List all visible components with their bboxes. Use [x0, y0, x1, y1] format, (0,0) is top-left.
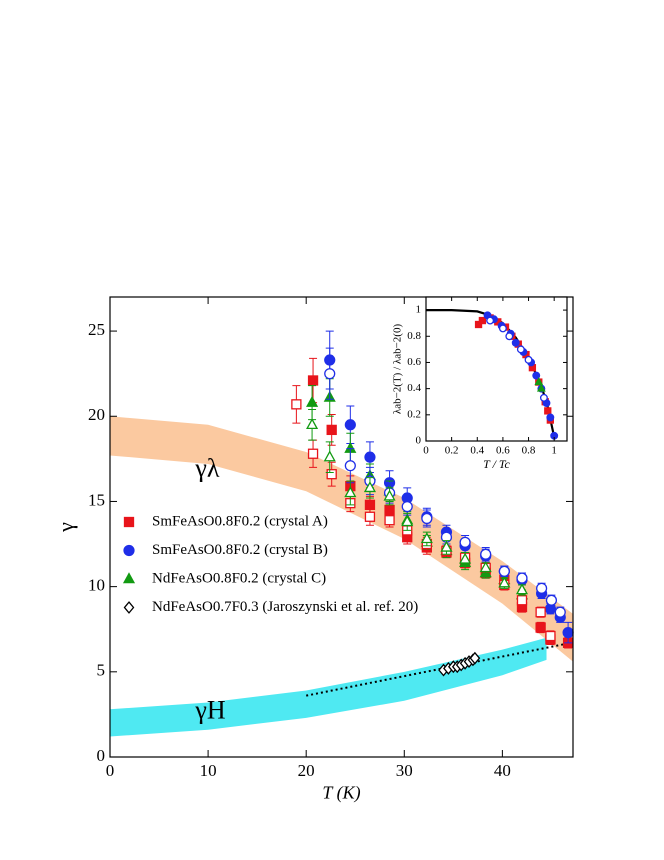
marker-circle [344, 460, 356, 472]
x-tick-label: 0 [106, 761, 115, 780]
marker-triangle [383, 489, 396, 501]
legend-label: NdFeAsO0.7F0.3 (Jaroszynski et al. ref. … [152, 599, 418, 615]
y-tick-label: 25 [88, 320, 105, 339]
marker-triangle [459, 552, 472, 564]
marker-triangle [479, 561, 492, 573]
marker-triangle [306, 418, 319, 430]
marker-circle [480, 548, 492, 560]
marker-diamond [469, 651, 481, 665]
marker-circle [401, 500, 413, 513]
marker-square [516, 595, 528, 606]
band [110, 416, 573, 662]
marker-square [326, 469, 337, 480]
marker-circle [364, 451, 376, 463]
marker-triangle [344, 486, 357, 498]
marker-circle [546, 413, 555, 422]
curve [305, 641, 572, 697]
y-tick-label: 0.2 [407, 408, 421, 420]
x-tick-label: 1 [551, 444, 557, 456]
x-tick-label: 10 [200, 761, 217, 780]
marker-square [384, 515, 395, 526]
marker-circle [532, 371, 541, 380]
marker-square [535, 607, 546, 618]
y-tick-label: 0.8 [407, 330, 421, 342]
marker-circle [344, 419, 356, 431]
marker-circle [123, 544, 135, 557]
legend-label: NdFeAsO0.8F0.2 (crystal C) [152, 570, 326, 586]
marker-triangle [440, 540, 453, 552]
y-tick-label: 5 [97, 661, 106, 680]
x-tick-label: 0.6 [496, 444, 510, 456]
marker-circle [459, 536, 471, 548]
marker-circle [486, 316, 495, 325]
band-label: γλ [194, 454, 219, 483]
x-tick-label: 0.8 [522, 444, 536, 456]
marker-circle [539, 393, 548, 402]
marker-circle [554, 606, 566, 618]
marker-square [474, 320, 483, 329]
y-tick-label: 0 [416, 435, 422, 447]
marker-circle [498, 324, 507, 333]
x-tick-label: 0.2 [445, 444, 459, 456]
marker-square [535, 622, 546, 633]
marker-triangle [323, 450, 336, 462]
marker-triangle [534, 377, 544, 386]
marker-square [291, 399, 302, 410]
marker-square [544, 407, 552, 415]
marker-circle [498, 565, 510, 577]
marker-diamond [123, 601, 135, 614]
marker-triangle [498, 576, 511, 588]
marker-square [123, 516, 135, 528]
marker-triangle [306, 395, 319, 407]
marker-triangle [420, 532, 433, 544]
y-tick-label: 0 [97, 746, 106, 765]
marker-circle [536, 582, 548, 594]
marker-circle [562, 627, 574, 639]
y-tick-label: 15 [88, 490, 105, 509]
y-tick-label: 0.4 [407, 382, 421, 394]
marker-circle [524, 355, 533, 364]
marker-square [326, 424, 337, 436]
y-tick-label: 20 [88, 405, 105, 424]
plot-frame [109, 296, 574, 758]
marker-square [307, 375, 319, 386]
band-label: γH [194, 696, 225, 725]
marker-circle [511, 338, 520, 347]
band [110, 637, 547, 737]
marker-circle [421, 512, 433, 525]
y-tick-label: 10 [88, 576, 105, 595]
marker-triangle [401, 515, 414, 527]
marker-circle [505, 332, 514, 341]
marker-square [478, 316, 487, 325]
y-axis-label: λab−2(T) / λab−2(0) [392, 324, 404, 415]
legend-label: SmFeAsO0.8F0.2 (crystal B) [152, 542, 328, 558]
marker-triangle [122, 572, 136, 584]
x-tick-label: 0.4 [470, 444, 484, 456]
y-tick-label: 0.6 [407, 356, 421, 368]
x-tick-label: 0 [423, 444, 429, 456]
marker-circle [516, 345, 525, 354]
legend-label: SmFeAsO0.8F0.2 (crystal A) [152, 513, 328, 529]
marker-square [307, 448, 319, 459]
plot-frame [425, 296, 568, 442]
x-axis-label: T (K) [322, 783, 360, 804]
marker-triangle [515, 583, 529, 595]
marker-circle [324, 368, 336, 380]
marker-triangle [363, 481, 376, 493]
x-axis-label: T / Tc [483, 457, 510, 471]
x-tick-label: 30 [396, 761, 413, 780]
x-tick-label: 40 [494, 761, 511, 780]
x-tick-label: 20 [298, 761, 315, 780]
marker-circle [545, 594, 558, 606]
y-tick-label: 1 [416, 304, 422, 316]
y-axis-label: γ [53, 522, 78, 533]
marker-square [545, 630, 556, 642]
marker-circle [516, 572, 528, 584]
marker-triangle [536, 383, 546, 392]
marker-square [364, 511, 376, 522]
